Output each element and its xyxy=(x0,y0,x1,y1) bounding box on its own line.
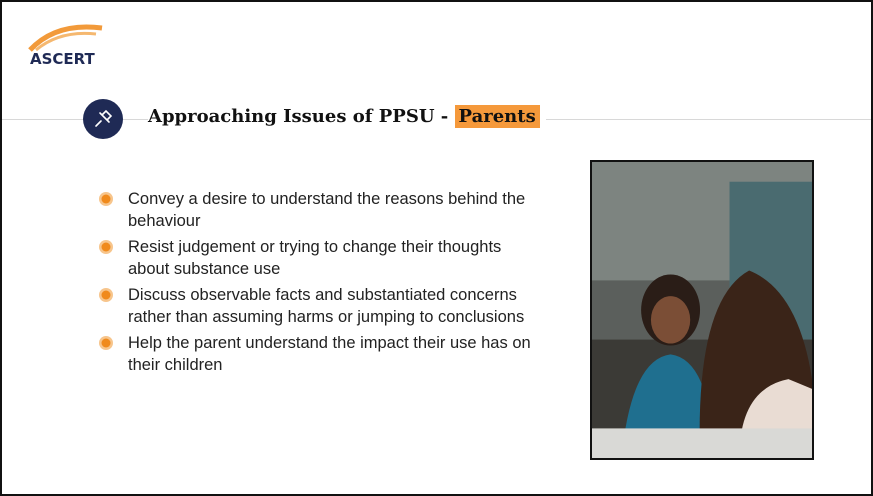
logo: ASCERT xyxy=(26,20,126,68)
bullet-text: Convey a desire to understand the reason… xyxy=(128,190,525,230)
title-text: Approaching Issues of PPSU - xyxy=(148,106,455,127)
pin-icon xyxy=(82,98,124,140)
bullet-item: Help the parent understand the impact th… xyxy=(98,332,538,376)
logo-text: ASCERT xyxy=(30,50,96,68)
bullet-text: Help the parent understand the impact th… xyxy=(128,334,531,374)
bullet-item: Resist judgement or trying to change the… xyxy=(98,236,538,280)
bullet-text: Discuss observable facts and substantiat… xyxy=(128,286,524,326)
bullet-list: Convey a desire to understand the reason… xyxy=(98,188,538,380)
bullet-icon xyxy=(98,191,114,207)
photo xyxy=(590,160,814,460)
bullet-icon xyxy=(98,335,114,351)
title: Approaching Issues of PPSU - Parents xyxy=(148,106,546,127)
slide: ASCERT Approaching Issues of PPSU - Pare… xyxy=(0,0,873,496)
bullet-text: Resist judgement or trying to change the… xyxy=(128,238,501,278)
bullet-icon xyxy=(98,287,114,303)
title-highlight: Parents xyxy=(455,105,540,128)
bullet-icon xyxy=(98,239,114,255)
bullet-item: Convey a desire to understand the reason… xyxy=(98,188,538,232)
bullet-item: Discuss observable facts and substantiat… xyxy=(98,284,538,328)
